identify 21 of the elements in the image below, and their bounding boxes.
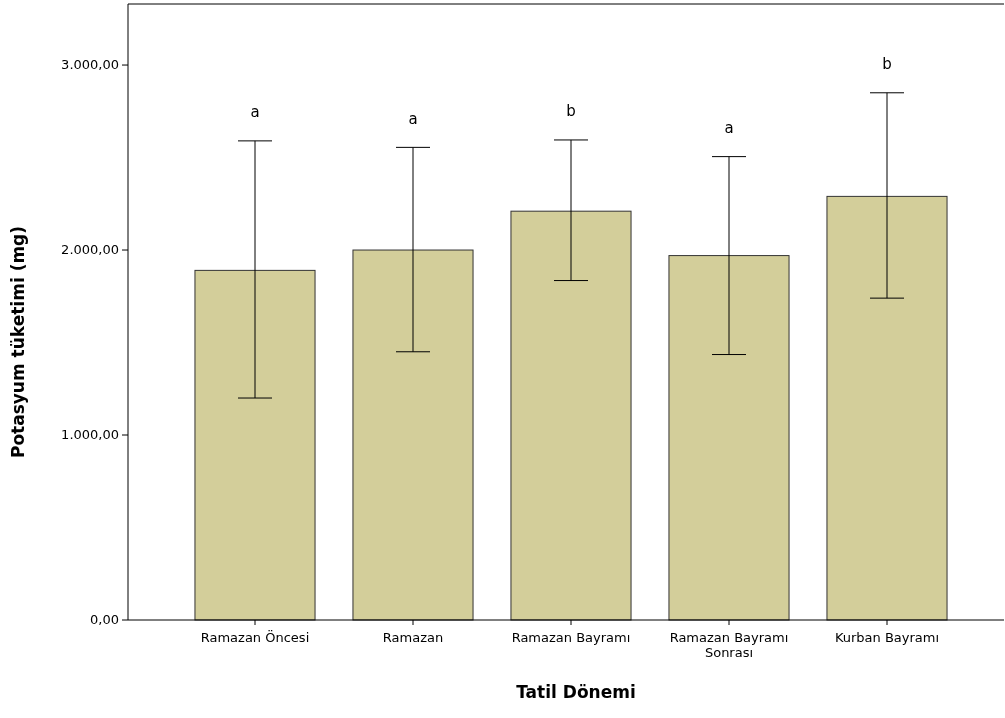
bar: [826, 195, 948, 621]
annotation: a: [408, 109, 418, 128]
bar: [194, 269, 316, 621]
y-axis-title: Potasyum tüketimi (mg): [8, 225, 28, 459]
annotation: b: [882, 55, 892, 74]
annotation: a: [724, 119, 734, 138]
annotation: b: [566, 102, 576, 121]
bar: [510, 210, 632, 621]
bar: [668, 255, 790, 621]
y-tick-label: 3.000,00: [61, 56, 119, 72]
x-tick-label: Ramazan: [382, 630, 444, 645]
annotation: a: [250, 103, 260, 122]
y-tick-label: 2.000,00: [61, 241, 119, 257]
x-tick-label: Ramazan Bayramı Sonrası: [669, 630, 789, 660]
x-tick-label: Kurban Bayramı: [834, 630, 940, 645]
x-axis-title: Tatil Dönemi: [516, 682, 636, 702]
x-tick-label: Ramazan Bayramı: [511, 630, 631, 645]
y-tick-label: 1.000,00: [61, 426, 119, 442]
x-tick-label: Ramazan Öncesi: [200, 629, 310, 645]
bar: [352, 249, 474, 621]
y-tick-label: 0,00: [90, 611, 119, 627]
